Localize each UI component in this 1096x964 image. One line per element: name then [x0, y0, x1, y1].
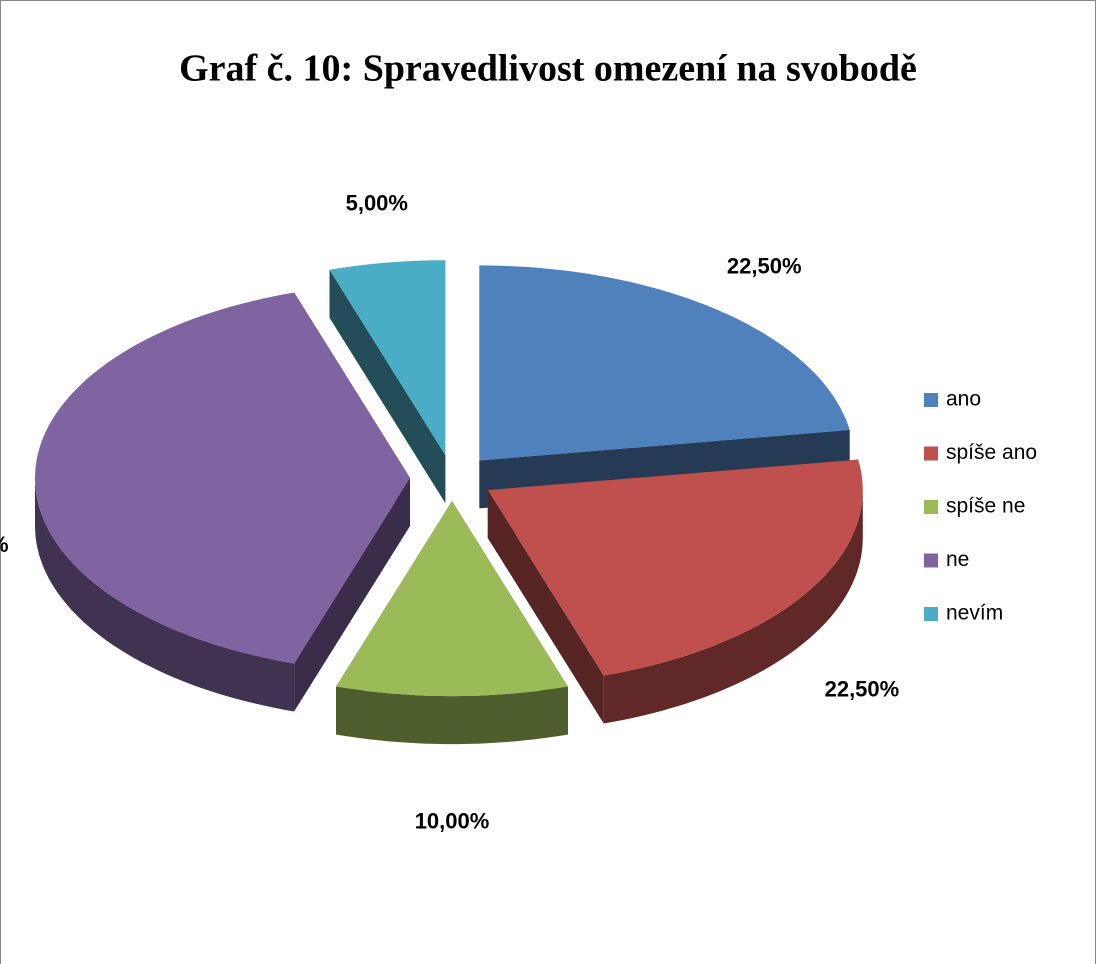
chart-title: Graf č. 10: Spravedlivost omezení na svo…: [179, 48, 917, 90]
slice-side: [35, 478, 295, 712]
data-label: 10,00%: [415, 808, 490, 833]
legend-label: spíše ano: [946, 441, 1037, 464]
legend-swatch: [924, 393, 938, 407]
slice: [479, 265, 850, 461]
slice: [329, 260, 446, 456]
pie: 22,50% 22,50% 10,00% 40,00% 5,00%: [0, 191, 899, 834]
slice-side: [603, 490, 863, 724]
legend-label: spíše ne: [946, 495, 1025, 518]
slice: [487, 459, 863, 676]
legend-label: ano: [946, 388, 981, 411]
data-label: 22,50%: [727, 253, 802, 278]
legend-swatch: [924, 553, 938, 568]
slice: [35, 292, 410, 664]
legend-label: ne: [946, 548, 969, 571]
legend-swatch: [924, 607, 938, 621]
data-label: 22,50%: [825, 676, 900, 701]
slice-edge: [294, 478, 410, 712]
slice-edge: [487, 490, 604, 724]
data-label: 40,00%: [0, 532, 9, 557]
legend-swatch: [924, 500, 938, 514]
legend: ano spíše ano spíše ne ne nevím: [924, 388, 1037, 625]
legend-swatch: [924, 446, 938, 461]
data-label: 5,00%: [346, 191, 408, 216]
legend-label: nevím: [946, 602, 1003, 625]
slice-side: [336, 686, 568, 745]
slice: [336, 501, 568, 697]
slice-edge: [329, 269, 446, 504]
